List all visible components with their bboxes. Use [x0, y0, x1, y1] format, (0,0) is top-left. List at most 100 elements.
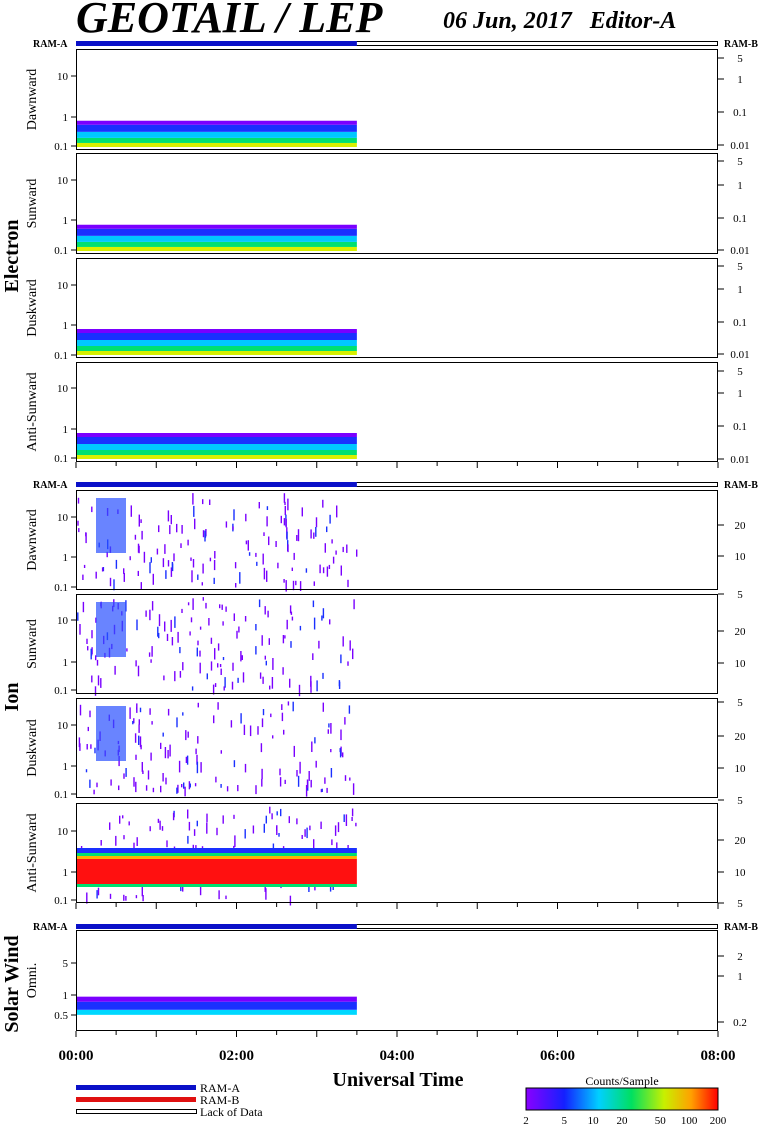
spectrogram-4: [76, 433, 357, 459]
ion-streak: [123, 835, 125, 840]
ion-streak: [197, 640, 199, 646]
ion-streak: [181, 525, 183, 534]
ion-streak: [233, 509, 235, 521]
band-8-5: [76, 848, 357, 853]
right-tick-label: 10: [735, 867, 747, 879]
ion-streak: [94, 686, 97, 696]
ion-streak: [187, 539, 189, 546]
ion-streak: [139, 707, 142, 713]
ion-streak: [150, 659, 152, 663]
ion-streak: [261, 718, 264, 728]
ion-streak: [156, 548, 159, 555]
band-9-2: [76, 1001, 357, 1010]
ion-streak: [182, 883, 184, 892]
ion-streak: [122, 815, 124, 819]
ion-streak: [164, 544, 166, 554]
panel-frame-5: [76, 490, 718, 590]
ion-streak: [143, 551, 146, 563]
right-tick-label: 0.01: [730, 140, 749, 152]
ion-streak: [339, 751, 342, 758]
ion-streak: [187, 835, 189, 844]
ion-streak: [96, 659, 99, 666]
ion-streak: [79, 624, 81, 635]
right-tick-label: 10: [735, 658, 747, 670]
ion-streak: [158, 525, 160, 533]
x-tick-label: 08:00: [701, 1048, 736, 1064]
ion-streak: [299, 761, 301, 774]
ion-streak: [272, 658, 274, 670]
ion-streak: [189, 783, 191, 788]
right-tick-label: 0.01: [730, 349, 749, 361]
right-tick-label: 5: [737, 697, 743, 709]
ion-streak: [77, 612, 79, 621]
ion-streak: [165, 570, 167, 579]
ion-streak: [190, 617, 193, 623]
legend-ram-b-label: RAM-B: [200, 1093, 239, 1107]
ion-streak: [136, 707, 138, 713]
band-2-3: [76, 235, 357, 242]
ion-streak: [145, 610, 147, 617]
ion-streak: [100, 678, 102, 688]
ion-streak: [129, 707, 131, 719]
ion-streak: [247, 540, 249, 551]
ion-streak: [292, 580, 295, 591]
ion-streak: [257, 726, 259, 735]
right-tick-label: 0.1: [733, 421, 747, 433]
ion-streak: [296, 818, 298, 825]
x-tick-label: 02:00: [219, 1048, 254, 1064]
band-9-3: [76, 996, 357, 1002]
ion-streak: [318, 640, 320, 649]
ion-streak: [138, 724, 140, 733]
ion-streak: [162, 732, 164, 737]
ion-streak: [139, 736, 142, 748]
ion-streak: [213, 560, 216, 571]
ion-streak: [78, 528, 80, 533]
ion-streak: [284, 501, 286, 506]
left-tick-label: 10: [57, 615, 69, 627]
ion-streak: [349, 777, 351, 781]
ion-streak: [242, 672, 245, 683]
ion-streak: [329, 514, 331, 524]
ion-streak: [232, 662, 234, 671]
ion-streak: [248, 552, 251, 556]
ion-streak: [109, 822, 111, 830]
colorbar-title: Counts/Sample: [585, 1074, 658, 1088]
ion-streak: [255, 646, 257, 655]
mode-label-left: RAM-A: [33, 39, 68, 50]
ion-streak: [271, 677, 274, 689]
panel-1: Dawnward 10 1 0.1 5 1 0.1 0.01: [25, 49, 750, 153]
ion-streak: [93, 789, 95, 795]
ion-streak: [346, 544, 348, 553]
colorbar: Counts/Sample 2 5 10 20 50 100 200: [523, 1074, 727, 1127]
mode-bar-ram-a: [76, 924, 357, 929]
panel-frame-4: [76, 362, 718, 462]
right-tick-label: 5: [737, 898, 743, 910]
ion-streak: [194, 518, 196, 530]
ion-streak: [268, 536, 270, 546]
ion-streak: [339, 748, 341, 753]
ion-streak: [216, 827, 218, 836]
ion-streak: [213, 715, 215, 724]
ion-streak: [213, 577, 215, 584]
ion-streak: [151, 646, 153, 657]
left-tick-label: 10: [57, 720, 69, 732]
ion-streak: [187, 731, 189, 738]
ion-streak: [97, 675, 100, 686]
date-editor-label: 06 Jun, 2017 Editor-A: [443, 8, 676, 34]
ion-streak: [262, 709, 265, 716]
ion-streak: [313, 839, 315, 852]
ion-streak: [342, 546, 344, 553]
band-9-1: [76, 1009, 357, 1015]
ion-streak: [283, 518, 286, 526]
ion-streak: [267, 610, 269, 618]
ion-streak: [118, 756, 120, 767]
ion-streak: [181, 608, 183, 613]
panel-frame-3: [76, 258, 718, 358]
ion-streak: [330, 749, 332, 753]
ion-streak: [282, 667, 284, 675]
right-tick-label: 0.1: [733, 107, 747, 119]
panel-ylabel-5: Dawnward: [25, 509, 40, 570]
right-tick-label: 5: [737, 53, 743, 65]
ion-streak: [85, 532, 87, 544]
ion-streak: [313, 581, 315, 586]
